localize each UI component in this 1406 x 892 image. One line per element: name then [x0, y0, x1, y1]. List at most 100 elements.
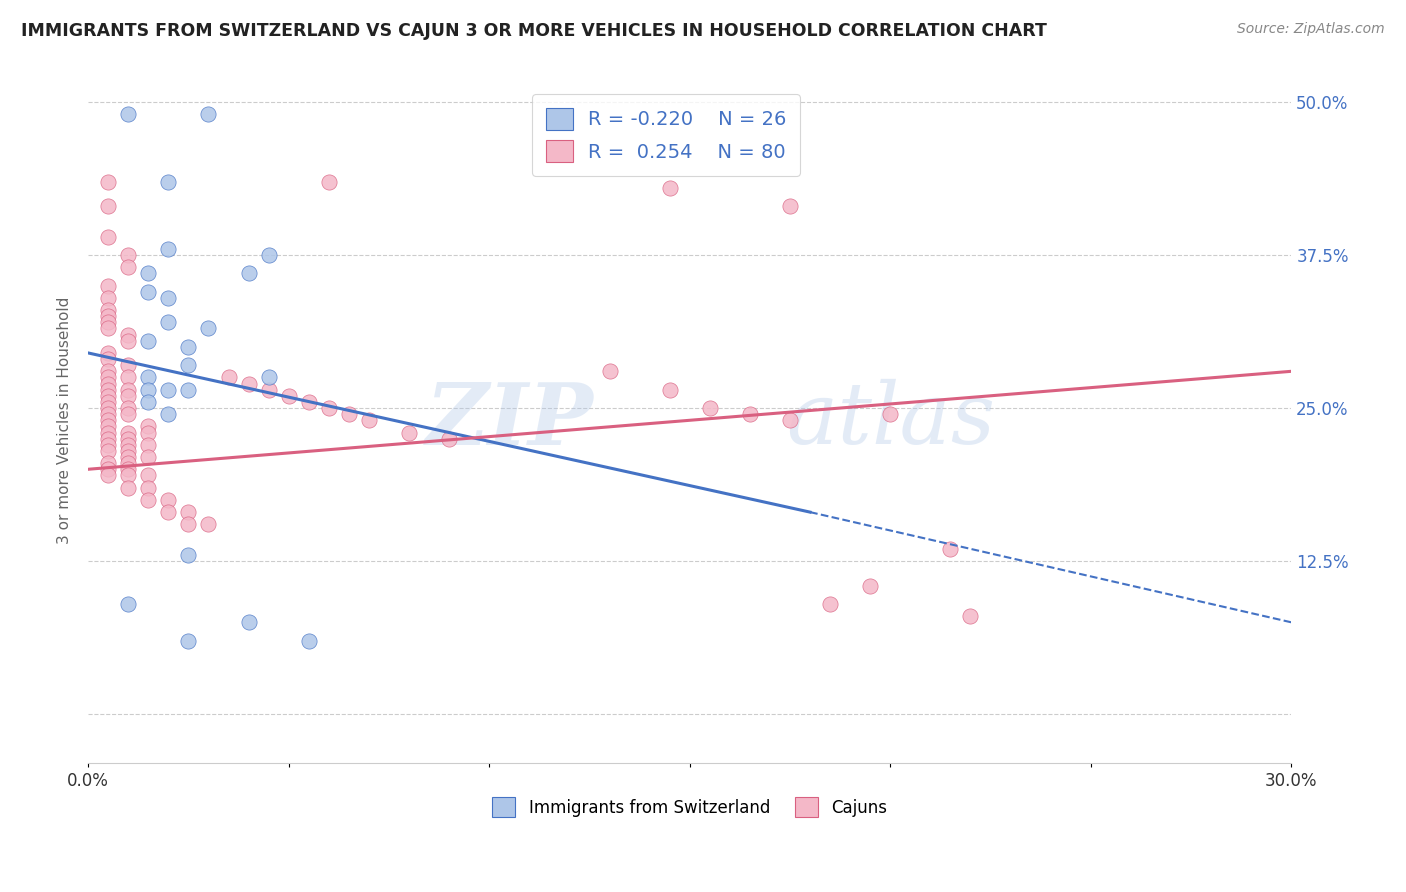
Point	[97, 395, 120, 409]
Point	[136, 481, 159, 495]
Point	[97, 370, 120, 384]
Text: ZIP: ZIP	[426, 378, 593, 462]
Point	[157, 315, 180, 329]
Point	[177, 548, 200, 562]
Point	[738, 407, 761, 421]
Point	[318, 174, 340, 188]
Point	[277, 389, 299, 403]
Point	[97, 321, 120, 335]
Point	[177, 505, 200, 519]
Point	[97, 425, 120, 440]
Point	[859, 578, 882, 592]
Point	[97, 468, 120, 483]
Point	[97, 443, 120, 458]
Point	[337, 407, 360, 421]
Point	[117, 260, 139, 275]
Point	[117, 107, 139, 121]
Point	[136, 334, 159, 348]
Legend: Immigrants from Switzerland, Cajuns: Immigrants from Switzerland, Cajuns	[485, 791, 894, 823]
Point	[218, 370, 240, 384]
Point	[136, 492, 159, 507]
Point	[136, 425, 159, 440]
Point	[97, 278, 120, 293]
Point	[97, 315, 120, 329]
Point	[117, 432, 139, 446]
Point	[97, 229, 120, 244]
Point	[959, 609, 981, 624]
Point	[257, 383, 280, 397]
Text: atlas: atlas	[786, 379, 995, 462]
Point	[97, 383, 120, 397]
Point	[136, 285, 159, 299]
Point	[257, 370, 280, 384]
Point	[599, 364, 621, 378]
Point	[117, 389, 139, 403]
Point	[97, 199, 120, 213]
Point	[818, 597, 841, 611]
Point	[97, 291, 120, 305]
Point	[117, 456, 139, 470]
Point	[177, 358, 200, 372]
Point	[157, 492, 180, 507]
Point	[97, 419, 120, 434]
Point	[117, 401, 139, 415]
Point	[238, 376, 260, 391]
Point	[97, 413, 120, 427]
Point	[117, 358, 139, 372]
Point	[298, 633, 321, 648]
Point	[117, 450, 139, 464]
Point	[197, 107, 219, 121]
Point	[136, 468, 159, 483]
Point	[97, 352, 120, 367]
Point	[157, 407, 180, 421]
Text: Source: ZipAtlas.com: Source: ZipAtlas.com	[1237, 22, 1385, 37]
Point	[197, 321, 219, 335]
Point	[117, 597, 139, 611]
Point	[97, 364, 120, 378]
Point	[117, 425, 139, 440]
Point	[97, 303, 120, 318]
Point	[177, 633, 200, 648]
Point	[117, 443, 139, 458]
Point	[97, 174, 120, 188]
Point	[136, 419, 159, 434]
Point	[157, 174, 180, 188]
Point	[97, 462, 120, 476]
Point	[97, 376, 120, 391]
Point	[177, 340, 200, 354]
Point	[779, 199, 801, 213]
Point	[238, 266, 260, 280]
Point	[97, 456, 120, 470]
Point	[117, 481, 139, 495]
Point	[398, 425, 420, 440]
Point	[699, 401, 721, 415]
Point	[97, 346, 120, 360]
Point	[117, 407, 139, 421]
Point	[658, 383, 681, 397]
Point	[136, 395, 159, 409]
Point	[177, 517, 200, 532]
Point	[238, 615, 260, 630]
Y-axis label: 3 or more Vehicles in Household: 3 or more Vehicles in Household	[58, 297, 72, 544]
Point	[117, 383, 139, 397]
Point	[177, 383, 200, 397]
Point	[136, 266, 159, 280]
Point	[879, 407, 901, 421]
Point	[117, 370, 139, 384]
Point	[318, 401, 340, 415]
Point	[117, 462, 139, 476]
Point	[257, 248, 280, 262]
Point	[117, 327, 139, 342]
Point	[97, 438, 120, 452]
Point	[779, 413, 801, 427]
Point	[157, 291, 180, 305]
Point	[939, 541, 962, 556]
Point	[136, 370, 159, 384]
Point	[117, 248, 139, 262]
Point	[197, 517, 219, 532]
Point	[357, 413, 380, 427]
Point	[298, 395, 321, 409]
Text: IMMIGRANTS FROM SWITZERLAND VS CAJUN 3 OR MORE VEHICLES IN HOUSEHOLD CORRELATION: IMMIGRANTS FROM SWITZERLAND VS CAJUN 3 O…	[21, 22, 1047, 40]
Point	[157, 383, 180, 397]
Point	[157, 242, 180, 256]
